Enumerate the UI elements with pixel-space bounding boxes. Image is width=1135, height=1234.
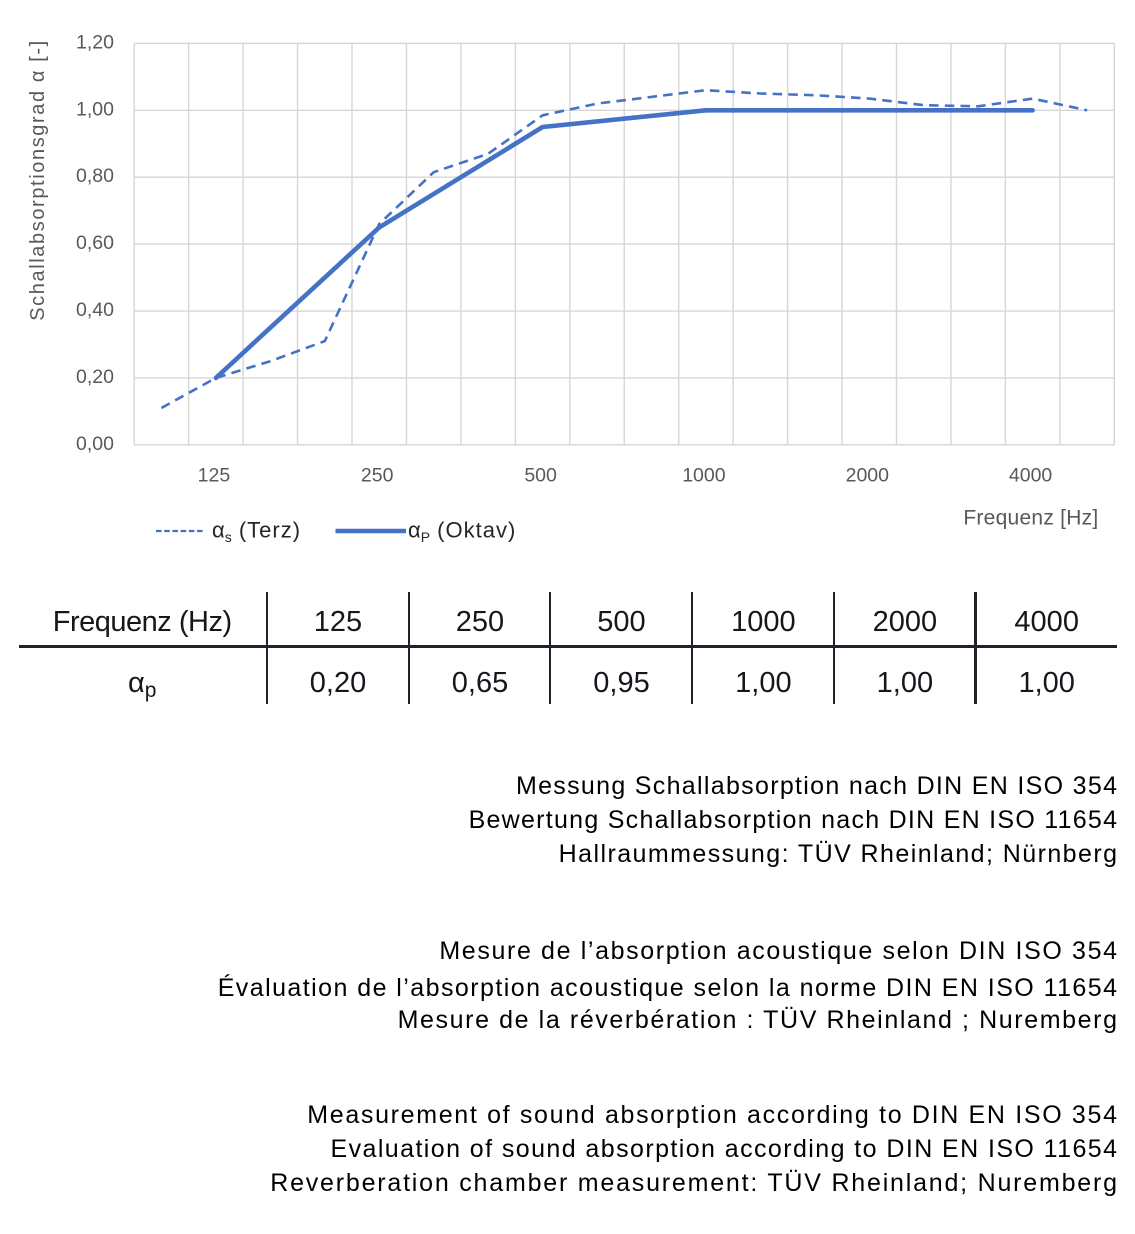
svg-text:2000: 2000 <box>846 465 890 487</box>
svg-text:250: 250 <box>361 465 394 487</box>
svg-text:1000: 1000 <box>682 465 726 487</box>
svg-text:αs (Terz): αs (Terz) <box>212 518 301 546</box>
svg-text:0,00: 0,00 <box>76 433 114 455</box>
svg-text:0,20: 0,20 <box>76 366 114 388</box>
svg-text:500: 500 <box>524 465 557 487</box>
svg-text:αP (Oktav): αP (Oktav) <box>408 518 516 546</box>
svg-text:4000: 4000 <box>1009 465 1053 487</box>
svg-text:Frequenz [Hz]: Frequenz [Hz] <box>963 507 1098 530</box>
svg-text:0,40: 0,40 <box>76 299 114 321</box>
svg-text:Schallabsorptionsgrad α [-]: Schallabsorptionsgrad α [-] <box>27 39 49 321</box>
svg-text:1,00: 1,00 <box>76 98 114 120</box>
svg-text:0,80: 0,80 <box>76 165 114 187</box>
svg-text:125: 125 <box>198 465 231 487</box>
svg-text:1,20: 1,20 <box>76 31 114 53</box>
svg-text:0,60: 0,60 <box>76 232 114 254</box>
